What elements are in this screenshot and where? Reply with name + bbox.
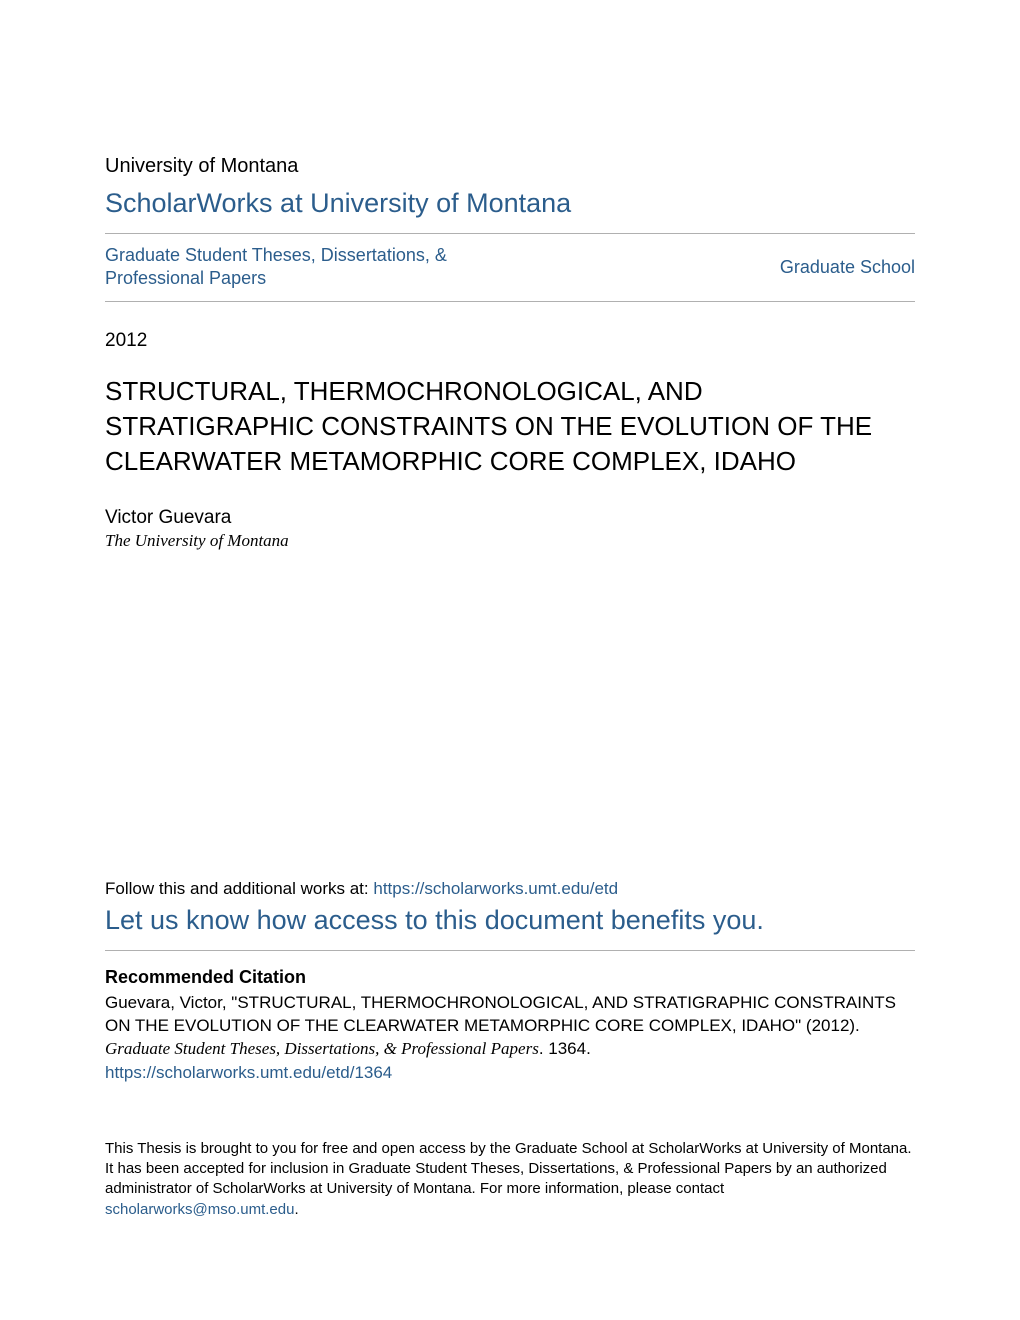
document-title: STRUCTURAL, THERMOCHRONOLOGICAL, AND STR… [105, 374, 915, 479]
follow-url-link[interactable]: https://scholarworks.umt.edu/etd [373, 879, 618, 898]
follow-prefix: Follow this and additional works at: [105, 879, 373, 898]
citation-header: Recommended Citation [105, 967, 915, 988]
collection-link[interactable]: Graduate Student Theses, Dissertations, … [105, 244, 505, 291]
divider [105, 301, 915, 302]
citation-number-part: . 1364. [539, 1039, 591, 1058]
divider [105, 950, 915, 951]
repository-link[interactable]: ScholarWorks at University of Montana [105, 188, 915, 219]
university-name: University of Montana [105, 155, 915, 178]
spacer [105, 551, 915, 879]
footer-email-link[interactable]: scholarworks@mso.umt.edu [105, 1201, 294, 1218]
citation-url-link[interactable]: https://scholarworks.umt.edu/etd/1364 [105, 1063, 915, 1083]
follow-line: Follow this and additional works at: htt… [105, 879, 915, 899]
benefits-link[interactable]: Let us know how access to this document … [105, 905, 915, 936]
footer-text: This Thesis is brought to you for free a… [105, 1139, 915, 1220]
breadcrumb-row: Graduate Student Theses, Dissertations, … [105, 234, 915, 301]
year: 2012 [105, 330, 915, 352]
citation-body: Guevara, Victor, "STRUCTURAL, THERMOCHRO… [105, 992, 915, 1061]
footer-text-before: This Thesis is brought to you for free a… [105, 1140, 912, 1198]
footer-text-after: . [294, 1201, 298, 1218]
school-link[interactable]: Graduate School [780, 257, 915, 278]
author-affiliation: The University of Montana [105, 531, 915, 551]
citation-series-part: Graduate Student Theses, Dissertations, … [105, 1039, 539, 1058]
author-name: Victor Guevara [105, 507, 915, 529]
citation-author-part: Guevara, Victor, "STRUCTURAL, THERMOCHRO… [105, 993, 896, 1035]
